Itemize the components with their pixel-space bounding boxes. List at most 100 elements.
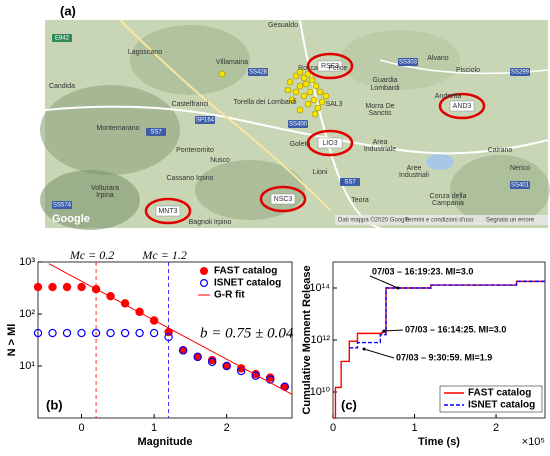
place-label: Nusco [210,157,230,164]
event-dot [318,98,326,106]
panel-label: (b) [46,397,63,412]
event-dot [314,104,322,112]
x-axis-label: Time (s) [418,436,460,448]
station-ring [259,185,307,213]
annotation: 07/03 – 9:30:59. Ml=1.9 [396,352,492,362]
road-label: SS7 [150,130,162,136]
road-label: SS428 [249,70,268,76]
place-label: Campania [432,200,464,207]
event-dot [284,86,292,94]
series-line [48,263,293,395]
annotation: 07/03 – 16:14:25. Ml=3.0 [405,324,506,334]
annotation: 07/03 – 16:19:23. Ml=3.0 [372,266,473,276]
place-label: Aree [407,165,422,172]
road-label: SS574 [53,203,72,209]
series-line [349,280,545,349]
place-label: Pisciolo [456,67,480,74]
relief [130,25,250,95]
event-dot [286,78,294,86]
place-label: Teora [351,197,369,204]
x-tick-label: 2 [224,422,230,434]
map-footer-bg [335,215,548,225]
legend-label: G-R fit [214,290,245,301]
road [119,19,331,211]
plot-area [332,261,546,419]
road-label: SS7 [344,180,356,186]
event-dot [308,76,316,84]
map-logo: Google [52,213,90,225]
station-box [317,60,343,72]
x-tick-label: 1 [411,422,417,434]
road-shield [398,58,418,66]
road-shield [288,120,308,128]
map-footer: Segnala un errore [486,218,535,224]
annotation-tip [362,347,366,351]
place-label: Cairano [488,147,513,154]
road-label: SS401 [511,183,530,189]
point [62,282,72,292]
place-label: Industriale [364,146,396,153]
x-tick-label: 0 [78,422,84,434]
y-axis-label: Cumulative Moment Release [301,265,313,414]
place-label: SAL3 [325,101,342,108]
legend-label: ISNET catalog [214,278,281,289]
station-box [449,100,475,112]
station-box [317,137,343,149]
point [62,328,72,338]
x-tick-label: 1 [151,422,157,434]
point [77,282,86,292]
place-label: Castelfranci [172,101,209,108]
place-label: Lioni [313,169,328,176]
place-label: Nerico [510,165,530,172]
event-dot [292,88,300,96]
road-shield [52,34,72,42]
event-dot [316,88,324,96]
event-dot [300,92,308,100]
place-label: Andretta [435,93,462,100]
place-label: Gesualdo [268,22,298,29]
lake [426,154,454,170]
road-label: SP164 [196,118,215,124]
station-label: RSF3 [321,63,339,70]
x-multiplier: ×10⁵ [522,436,545,448]
map-footer: Dati mappa ©2020 Google [338,217,410,224]
station-label: LIO3 [322,140,337,147]
y-tick-label: 10¹² [310,334,330,346]
station-label: MNT3 [158,208,177,215]
legend-box [439,385,543,413]
point [222,361,231,371]
event-dot [288,96,296,104]
station-label: NSC3 [274,196,293,203]
point [251,371,260,380]
point [193,352,202,362]
place-label: Area [373,139,388,146]
point [48,328,57,338]
annotation-tip [396,286,400,290]
y-axis-label: N > Ml [6,324,18,357]
panel-label: (c) [341,397,357,412]
legend-label: ISNET catalog [468,400,535,411]
x-tick-label: 2 [493,422,499,434]
event-dot [292,72,300,80]
point [77,328,86,338]
event-dot [312,82,320,90]
point [91,328,101,338]
road-shield [510,68,530,76]
road-shield [146,128,166,136]
chart: 0 1 2 10¹⁰ 10¹² 10¹⁴ Time (s) Cumulative Moment… [301,261,546,448]
place-label: Montemarano [96,125,139,132]
place-label: Bagnoli Irpino [189,219,232,226]
place-label: Lagoscano [128,49,162,56]
point [207,357,217,367]
place-label: Villamaina [216,59,248,66]
event-dot [311,110,319,118]
y-tick-label: 10³ [19,256,35,268]
place-label: Morra De [365,103,394,110]
annotation-arrow [369,275,399,289]
place-label: Industriali [399,172,429,179]
relief [40,170,140,230]
event-dot [218,70,226,78]
station-ring [306,129,354,157]
event-dot [302,80,310,88]
point [164,332,173,342]
